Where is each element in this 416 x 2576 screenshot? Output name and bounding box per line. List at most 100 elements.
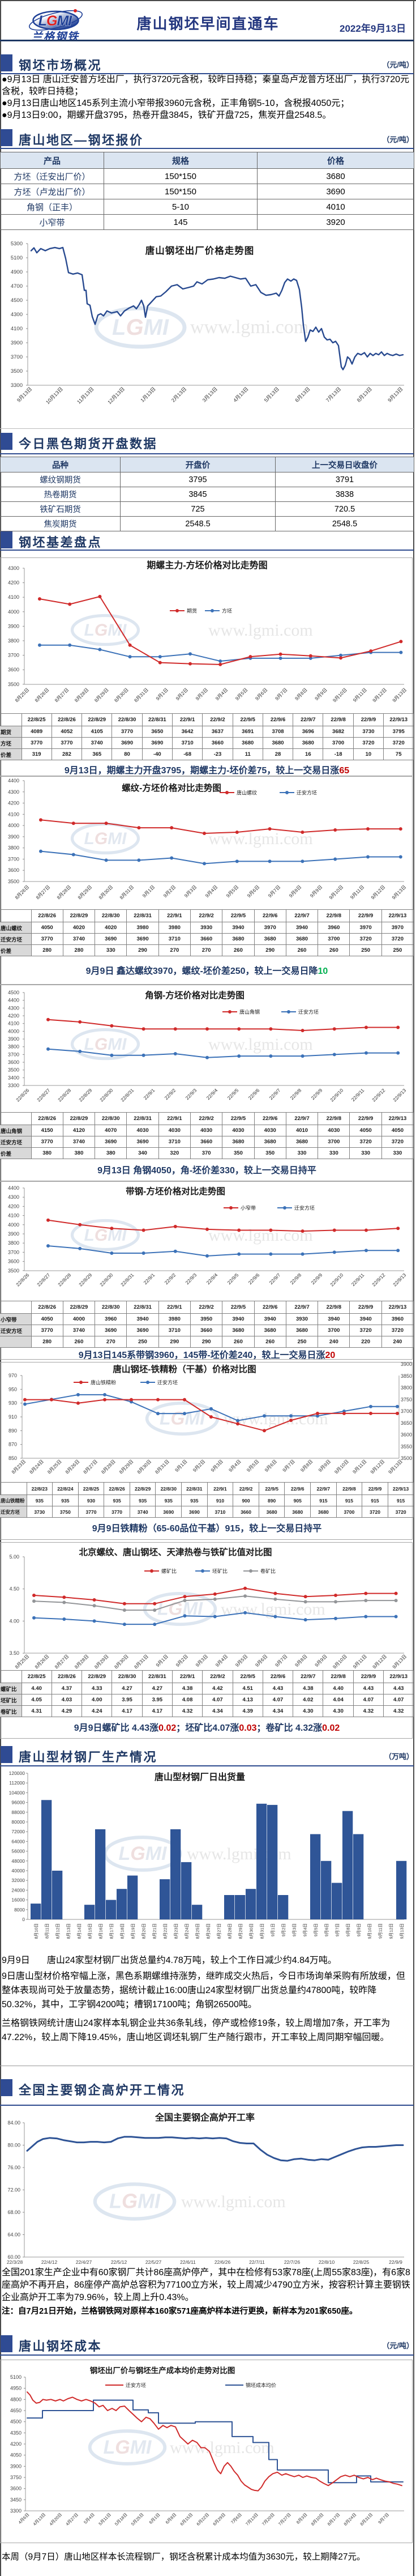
svg-text:6月8日: 6月8日 xyxy=(165,2512,178,2525)
svg-text:72000: 72000 xyxy=(11,1829,25,1834)
svg-text:9月13日: 9月13日 xyxy=(391,1653,408,1670)
svg-text:3700: 3700 xyxy=(401,1408,412,1414)
svg-text:8月22日: 8月22日 xyxy=(163,1923,168,1939)
svg-text:9月1日: 9月1日 xyxy=(174,1458,188,1473)
svg-text:8月26日: 8月26日 xyxy=(14,884,30,900)
svg-text:22/5/12: 22/5/12 xyxy=(111,2259,127,2265)
svg-text:9月2日: 9月2日 xyxy=(174,687,189,701)
svg-text:56000: 56000 xyxy=(11,1849,25,1854)
svg-text:8月29日: 8月29日 xyxy=(238,1923,243,1939)
svg-text:8月27日: 8月27日 xyxy=(82,1458,98,1475)
svg-text:9月8日: 9月8日 xyxy=(294,687,308,701)
svg-text:72.00: 72.00 xyxy=(7,2187,20,2193)
svg-text:唐山角钢: 唐山角钢 xyxy=(239,1009,260,1015)
svg-text:4100: 4100 xyxy=(8,811,19,817)
svg-text:LGMI: LGMI xyxy=(84,829,127,848)
svg-text:带钢-方坯价格对比走势图: 带钢-方坯价格对比走势图 xyxy=(126,1186,225,1197)
svg-text:9月2日: 9月2日 xyxy=(162,884,177,899)
svg-text:22/9/2: 22/9/2 xyxy=(164,1272,177,1285)
svg-text:8月26日: 8月26日 xyxy=(64,1458,80,1475)
svg-text:8月21日: 8月21日 xyxy=(152,1923,157,1939)
svg-text:3500: 3500 xyxy=(8,1268,19,1274)
svg-text:6月13日: 6月13日 xyxy=(294,386,311,403)
svg-text:112000: 112000 xyxy=(9,1780,25,1786)
svg-text:8月29日: 8月29日 xyxy=(118,1458,134,1475)
svg-text:8月29日: 8月29日 xyxy=(93,1653,110,1670)
svg-text:5月11日: 5月11日 xyxy=(97,2512,111,2526)
svg-text:4100: 4100 xyxy=(8,1213,19,1219)
svg-text:9月10日: 9月10日 xyxy=(332,687,348,703)
svg-text:钢坯出厂价与钢坯生产成本均价走势对比图: 钢坯出厂价与钢坯生产成本均价走势对比图 xyxy=(90,2366,235,2375)
svg-text:22/9/1: 22/9/1 xyxy=(143,1272,156,1285)
svg-text:10月13日: 10月13日 xyxy=(45,386,64,405)
svg-text:5月13日: 5月13日 xyxy=(263,386,280,403)
svg-text:3800: 3800 xyxy=(8,638,19,644)
svg-text:唐山螺纹: 唐山螺纹 xyxy=(237,790,257,796)
svg-text:唐山钢坯-铁精粉（干基）价格对比图: 唐山钢坯-铁精粉（干基）价格对比图 xyxy=(113,1364,256,1374)
svg-text:22/9/12: 22/9/12 xyxy=(371,1272,386,1287)
svg-text:LGMI: LGMI xyxy=(112,315,169,340)
svg-text:3600: 3600 xyxy=(10,2486,22,2492)
svg-text:22/8/31: 22/8/31 xyxy=(119,1272,135,1287)
svg-text:22/8/27: 22/8/27 xyxy=(36,1087,51,1102)
svg-text:3550: 3550 xyxy=(401,1444,412,1449)
svg-text:LGMI: LGMI xyxy=(38,13,73,29)
svg-text:9月9日: 9月9日 xyxy=(309,884,324,899)
svg-text:22/8/31: 22/8/31 xyxy=(119,1087,135,1102)
svg-text:22/9/6: 22/9/6 xyxy=(247,1272,261,1285)
svg-text:9月3日: 9月3日 xyxy=(183,884,198,899)
svg-text:22/9/4: 22/9/4 xyxy=(205,1272,219,1285)
svg-text:全国主要钢企高炉开工率: 全国主要钢企高炉开工率 xyxy=(155,2112,255,2123)
svg-text:5300: 5300 xyxy=(11,241,23,247)
svg-text:3900: 3900 xyxy=(8,1036,19,1042)
svg-text:8月31日: 8月31日 xyxy=(118,884,135,900)
svg-text:www.lgmi.com: www.lgmi.com xyxy=(170,2438,275,2457)
svg-text:96000: 96000 xyxy=(11,1800,25,1806)
svg-text:22/8/10: 22/8/10 xyxy=(319,2259,335,2265)
svg-text:3月13日: 3月13日 xyxy=(201,386,218,403)
svg-text:迁安方坯: 迁安方坯 xyxy=(157,1379,178,1386)
svg-text:4月20日: 4月20日 xyxy=(48,2512,63,2527)
svg-text:9月2日: 9月2日 xyxy=(192,1458,207,1473)
svg-text:6月22日: 6月22日 xyxy=(195,2512,210,2527)
svg-text:8月18日: 8月18日 xyxy=(120,1923,125,1939)
svg-text:9月6日: 9月6日 xyxy=(263,1458,278,1473)
svg-text:22/9/7: 22/9/7 xyxy=(268,1087,282,1101)
svg-text:8月23日: 8月23日 xyxy=(174,1923,179,1939)
svg-text:22/9/5: 22/9/5 xyxy=(226,1087,240,1101)
svg-text:8月30日: 8月30日 xyxy=(136,1458,152,1475)
svg-text:7月27日: 7月27日 xyxy=(277,2512,292,2527)
svg-text:3600: 3600 xyxy=(8,1259,19,1264)
svg-text:8月24日: 8月24日 xyxy=(185,1923,190,1939)
svg-text:64.00: 64.00 xyxy=(7,2232,20,2238)
svg-text:9月5日: 9月5日 xyxy=(246,1458,260,1473)
svg-text:64000: 64000 xyxy=(11,1838,25,1844)
svg-text:3300: 3300 xyxy=(11,382,23,389)
svg-text:4800: 4800 xyxy=(10,2396,22,2402)
svg-text:4100: 4100 xyxy=(11,326,23,332)
svg-text:22/9/5: 22/9/5 xyxy=(226,1272,240,1285)
svg-text:3900: 3900 xyxy=(401,1362,412,1367)
svg-text:9月3日: 9月3日 xyxy=(292,1923,297,1936)
svg-text:3300: 3300 xyxy=(10,2508,22,2514)
svg-text:4400: 4400 xyxy=(8,998,19,1003)
svg-text:9月1日: 9月1日 xyxy=(155,687,169,701)
svg-text:8月25日: 8月25日 xyxy=(46,1458,63,1475)
svg-text:3700: 3700 xyxy=(8,1051,19,1057)
svg-text:LGMI: LGMI xyxy=(118,1843,168,1864)
svg-text:9月7日: 9月7日 xyxy=(274,687,289,701)
svg-text:970: 970 xyxy=(8,1373,17,1378)
svg-text:16000: 16000 xyxy=(11,1897,25,1903)
svg-text:22/9/12: 22/9/12 xyxy=(371,1087,386,1102)
svg-text:9月9日: 9月9日 xyxy=(314,1653,328,1668)
svg-text:8月28日: 8月28日 xyxy=(228,1923,233,1939)
svg-text:8月14日: 8月14日 xyxy=(77,1923,82,1939)
svg-text:3300: 3300 xyxy=(8,1083,19,1088)
svg-text:3900: 3900 xyxy=(8,623,19,629)
svg-text:22/3/28: 22/3/28 xyxy=(7,2259,23,2265)
svg-text:3700: 3700 xyxy=(8,1249,19,1255)
svg-text:8月16日: 8月16日 xyxy=(98,1923,104,1939)
svg-text:3800: 3800 xyxy=(401,1385,412,1391)
svg-text:8月28日: 8月28日 xyxy=(74,1653,90,1670)
svg-text:8月30日: 8月30日 xyxy=(113,687,130,703)
